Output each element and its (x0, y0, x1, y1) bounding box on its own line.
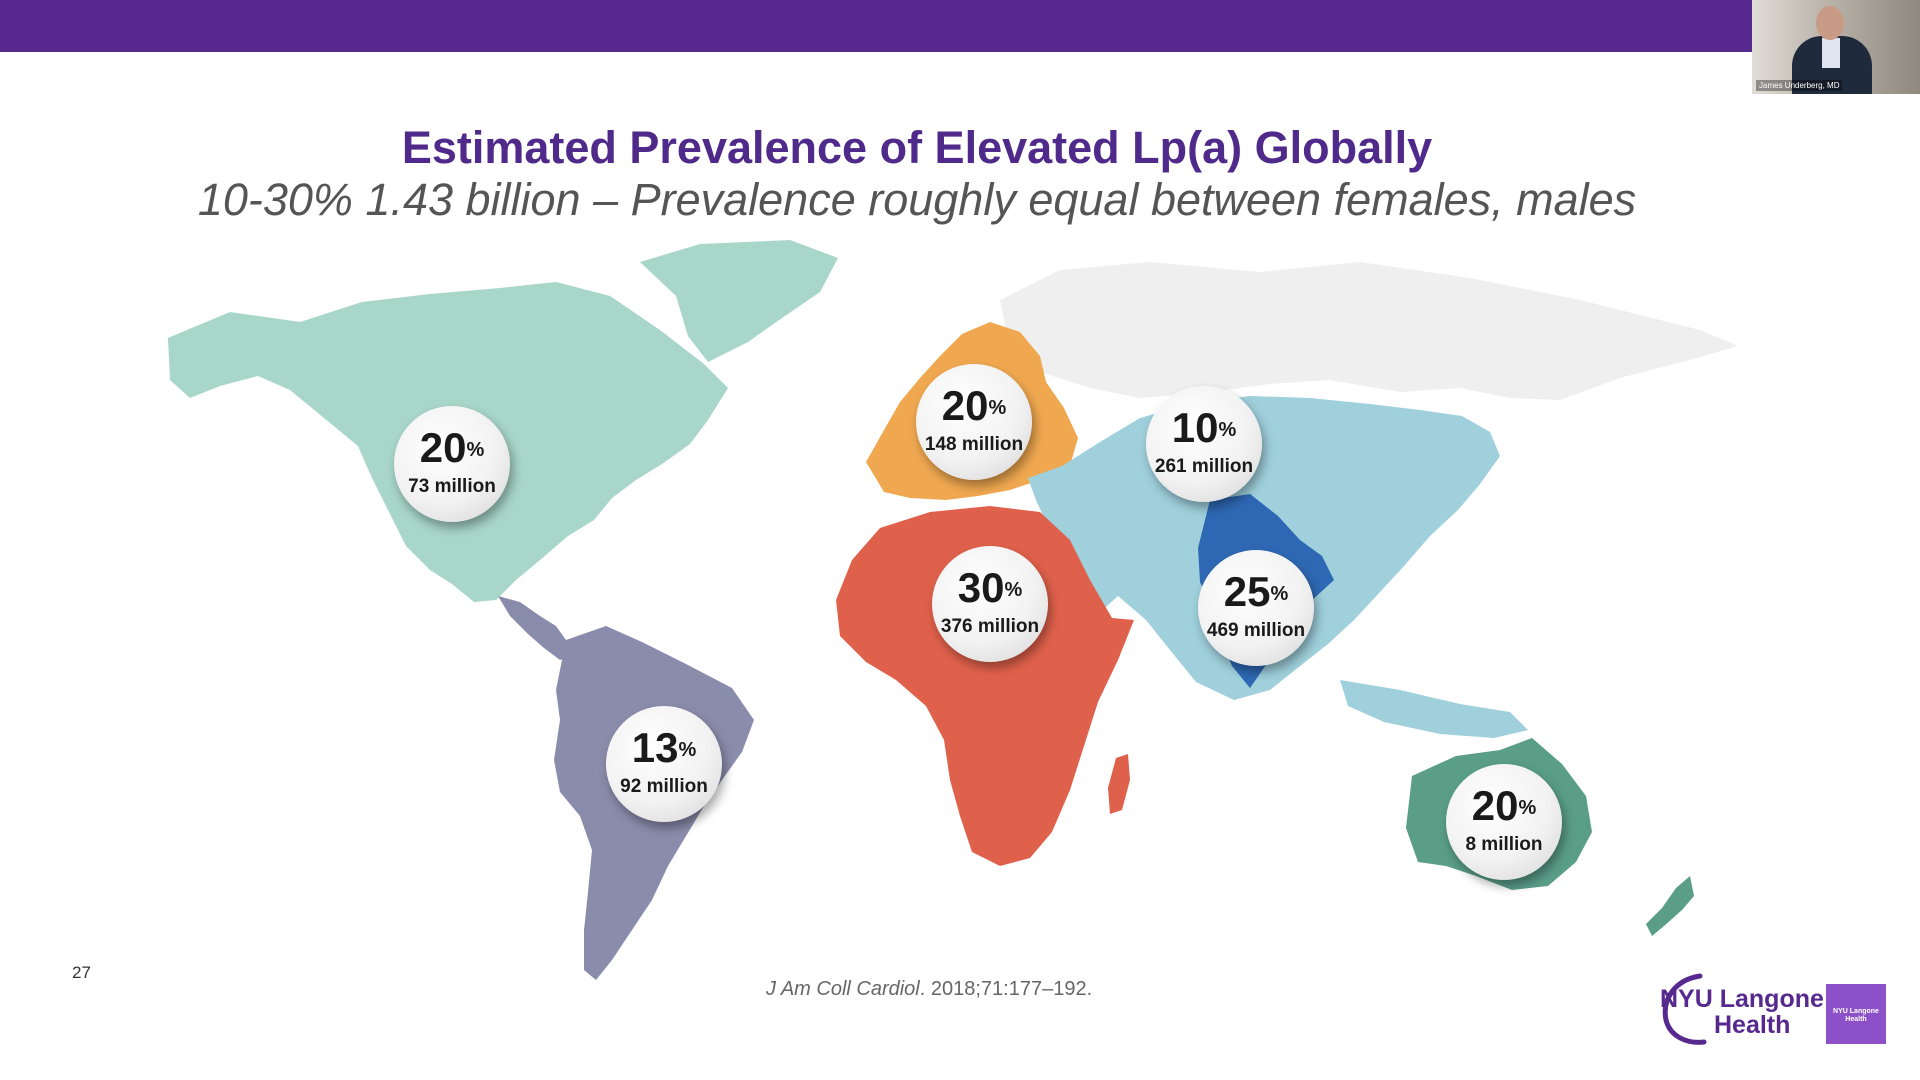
map-se-asia-islands (1340, 680, 1528, 738)
percent-symbol: % (678, 739, 697, 761)
region-bubble-north-america: 20% 73 million (394, 406, 510, 522)
region-percent: 25% (1223, 568, 1289, 615)
percent-symbol: % (988, 397, 1007, 419)
region-percent: 30% (957, 564, 1023, 611)
region-percent: 20% (1471, 782, 1537, 829)
region-bubble-south-asia: 25% 469 million (1198, 550, 1314, 666)
percent-symbol: % (1270, 583, 1289, 605)
region-population: 261 million (1154, 456, 1254, 477)
percent-symbol: % (466, 439, 485, 461)
region-bubble-australia: 20% 8 million (1446, 764, 1562, 880)
region-percent: 13% (631, 724, 697, 771)
webcam-name-label: James Underberg, MD (1756, 80, 1843, 91)
region-bubble-asia: 10% 261 million (1146, 386, 1262, 502)
map-madagascar (1108, 754, 1130, 814)
top-banner (0, 0, 1920, 52)
slide-number: 27 (72, 963, 91, 982)
presenter-head (1816, 6, 1844, 40)
percent-symbol: % (1218, 419, 1237, 441)
slide-subtitle: 10-30% 1.43 billion – Prevalence roughly… (197, 174, 1637, 225)
region-bubble-africa: 30% 376 million (932, 546, 1048, 662)
region-bubble-europe: 20% 148 million (916, 364, 1032, 480)
slide-title: Estimated Prevalence of Elevated Lp(a) G… (401, 122, 1433, 173)
region-percent: 10% (1171, 404, 1237, 451)
map-russia (1000, 262, 1738, 400)
citation-details: . 2018;71:177–192. (919, 978, 1093, 1000)
citation: J Am Coll Cardiol. 2018;71:177–192. (766, 978, 1092, 1001)
region-population: 376 million (940, 616, 1040, 637)
nyu-langone-logo: NYU Langone Health (1660, 986, 1824, 1038)
region-population: 148 million (924, 434, 1024, 455)
logo-swoosh-icon (1662, 973, 1707, 1045)
nyu-langone-badge: NYU Langone Health (1826, 984, 1886, 1044)
region-population: 8 million (1465, 834, 1543, 855)
region-population: 73 million (408, 476, 496, 497)
percent-symbol: % (1004, 579, 1023, 601)
region-percent: 20% (941, 382, 1007, 429)
region-population: 469 million (1206, 620, 1306, 641)
region-percent: 20% (419, 424, 485, 471)
map-new-zealand (1646, 876, 1694, 936)
map-greenland (640, 240, 838, 362)
presenter-shirt (1822, 38, 1840, 68)
citation-journal: J Am Coll Cardiol (766, 978, 920, 1000)
logo-line-1: NYU Langone (1660, 985, 1824, 1013)
webcam-video-tile: James Underberg, MD (1752, 0, 1920, 94)
logo-line-2: Health (1714, 1011, 1791, 1039)
region-population: 92 million (620, 776, 708, 797)
percent-symbol: % (1518, 797, 1537, 819)
map-central-america (498, 596, 572, 660)
map-africa (836, 506, 1134, 866)
logo-box-text: NYU Langone Health (1833, 1008, 1879, 1023)
region-bubble-latin-america: 13% 92 million (606, 706, 722, 822)
